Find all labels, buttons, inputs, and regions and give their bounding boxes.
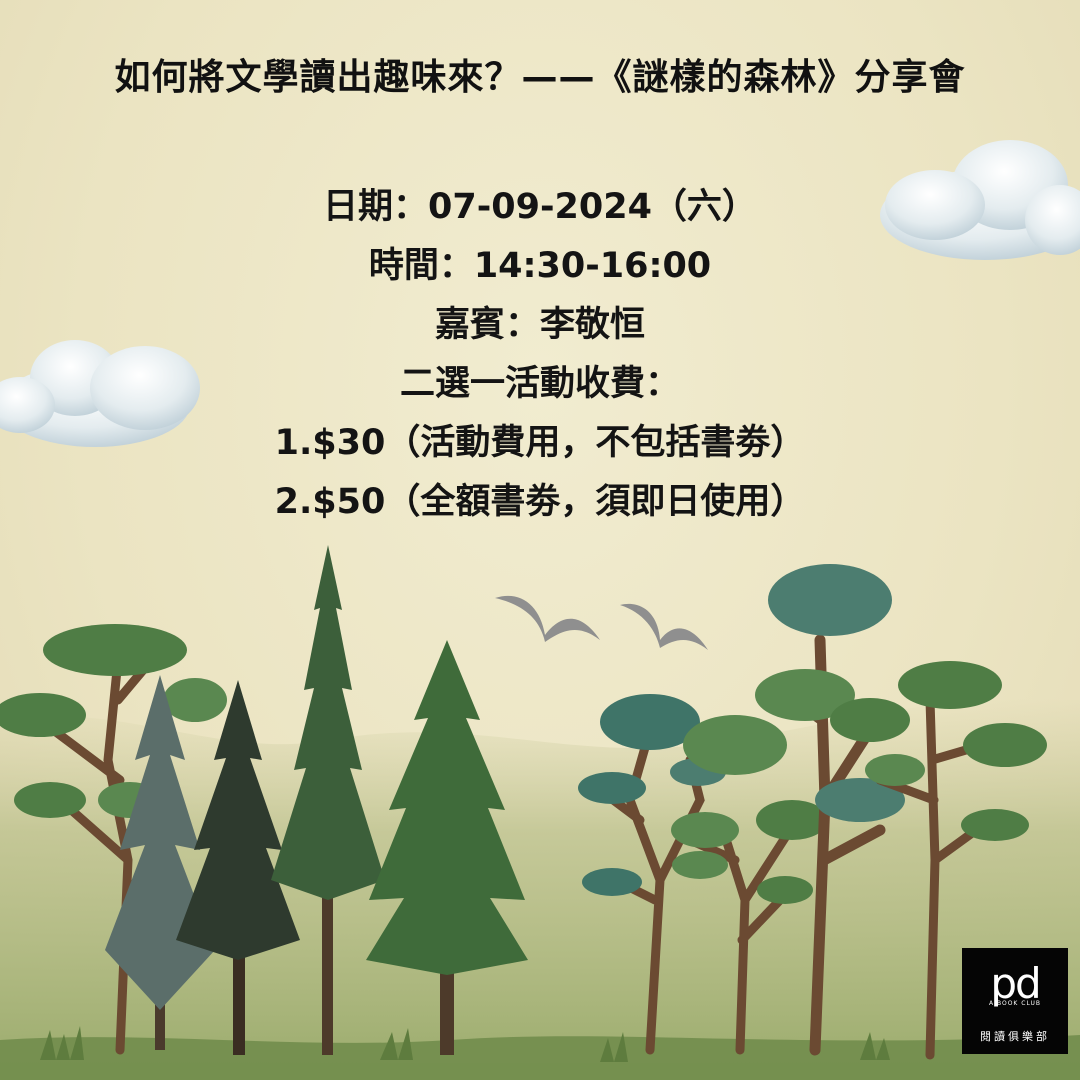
fee-option-2: 2.$50（全額書劵，須即日使用）	[274, 482, 806, 522]
page-title: 如何將文學讀出趣味來？——《謎樣的森林》分享會	[114, 57, 966, 98]
bird-icon	[620, 603, 708, 650]
tree-icon	[755, 564, 910, 1056]
event-date: 日期：07-09-2024（六）	[323, 187, 757, 227]
tree-icon	[366, 640, 528, 1055]
fee-option-1: 1.$30（活動費用，不包括書劵）	[274, 423, 806, 463]
bird-icon	[495, 595, 600, 642]
tree-icon	[0, 624, 227, 1055]
tree-icon	[271, 545, 385, 1055]
event-guest: 嘉賓：李敬恒	[434, 305, 645, 345]
event-details: 日期：07-09-2024（六） 時間：14:30-16:00 嘉賓：李敬恒 二…	[0, 178, 1080, 532]
tree-icon	[176, 680, 300, 1055]
book-club-logo: pd A BOOK CLUB 閱讀俱樂部	[962, 948, 1068, 1054]
tree-icon	[671, 715, 828, 1055]
event-time: 時間：14:30-16:00	[368, 246, 712, 286]
tree-icon	[865, 661, 1047, 1060]
logo-name: 閱讀俱樂部	[980, 1030, 1050, 1043]
cloud-icon	[0, 340, 200, 447]
grass-tufts	[40, 1026, 890, 1062]
logo-mark: pd	[990, 959, 1041, 1008]
tree-icon	[578, 694, 726, 1055]
fee-heading: 二選一活動收費：	[399, 364, 680, 404]
logo-tagline: A BOOK CLUB	[988, 1000, 1042, 1007]
background-hills	[0, 698, 1080, 1080]
cloud-icon	[880, 140, 1080, 260]
